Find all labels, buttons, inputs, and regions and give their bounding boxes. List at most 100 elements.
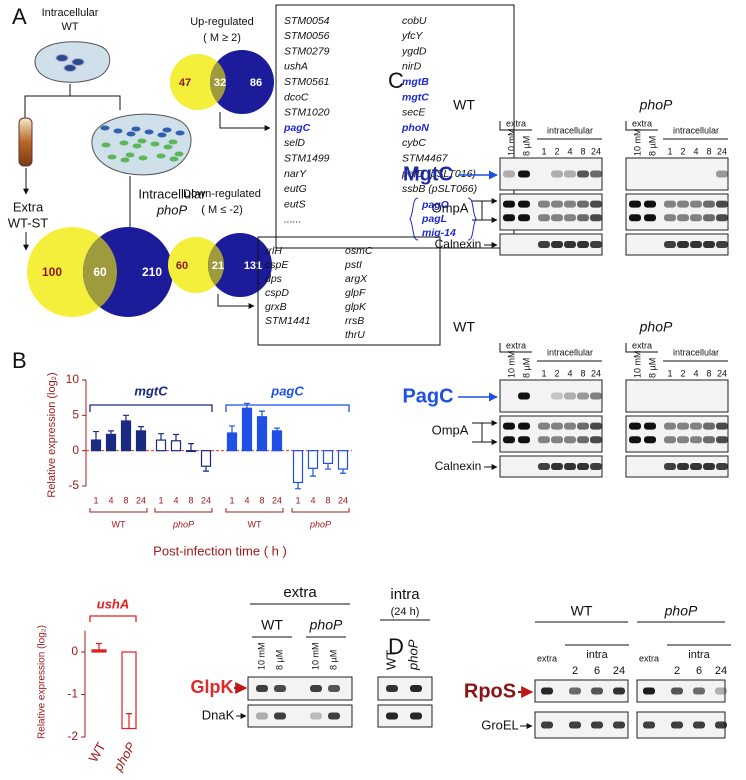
bar [256,416,268,452]
blot-band [590,463,602,470]
protein-label: GlpK [191,677,234,697]
label: 6 [594,665,600,677]
blot-band [577,241,589,248]
venn-overlap [83,227,117,317]
blot-band [716,463,728,470]
y-tick-label: -1 [67,687,78,701]
group-label: phoP [172,519,194,529]
gene-name: STM0056 [284,30,330,42]
label: phoP [405,639,420,671]
panel-label: A [12,4,27,29]
blot-band [569,687,581,695]
label: WT [453,319,475,335]
error-bar [96,642,102,650]
blot-band [590,214,602,222]
blot-band [590,392,602,400]
protein-label: RpoS [464,680,516,702]
bacterium-icon [175,130,185,136]
label: (24 h) [391,606,420,618]
label: 8 [706,368,711,378]
blot-band [690,422,702,430]
blot-band [551,463,563,470]
tube-icon [18,117,33,167]
gene-name: glpF [345,287,366,299]
label: 10 mM [506,128,516,156]
label: 6 [696,665,702,677]
label: phoP [309,617,343,633]
label: 4 [693,146,698,156]
venn-count: 60 [93,265,107,279]
gene-bracket [89,615,137,622]
blot-band [643,721,655,729]
y-tick-label: 0 [72,443,79,457]
blot-band [410,712,422,720]
y-tick-label: -2 [67,729,78,743]
bar [90,439,102,452]
label: 24 [717,368,727,378]
blot-band [503,214,515,222]
bracket [499,121,532,131]
panel-label: B [12,348,27,373]
blot-band [715,687,727,695]
error-bar [229,425,235,433]
bacterium-icon [131,126,141,132]
blot-band [564,422,576,430]
blot-band [274,685,286,692]
label: extra [506,118,526,128]
blot [625,193,729,231]
bracket [472,422,483,443]
blot-band [644,214,656,222]
label: 8 [706,146,711,156]
group-label: WT [248,519,262,529]
blot-band [538,422,550,430]
label: 1 [541,146,546,156]
blot-band [703,200,715,208]
blot-band [538,200,550,208]
venn-count: 21 [212,260,224,272]
blot-band [690,436,702,444]
bacterium-icon [138,155,148,161]
blot [499,379,603,413]
blot-band [690,200,702,208]
x-tick-label: 4 [173,495,178,505]
bacterium-icon [63,64,77,72]
label: 24 [715,665,727,677]
venn-circle [210,50,274,114]
label: extra [506,340,526,350]
gene-box [257,236,441,346]
gene-bracket [89,404,213,412]
blot-band [551,392,563,400]
blot-band [386,685,398,692]
protein-label: Calnexin [435,459,482,473]
x-tick-label: 8 [259,495,264,505]
bacterium-icon [100,125,110,131]
blot-band [256,712,268,720]
blot-band [569,721,581,729]
label: 8 [580,146,585,156]
blot-band [677,422,689,430]
bracket [499,343,532,353]
blot-band [716,214,728,222]
label: 1 [541,368,546,378]
error-bar [310,468,316,477]
gene-name: cspD [265,287,289,299]
blot-band [564,170,576,178]
gene-box [275,4,515,249]
blot-band [551,436,563,444]
blot-band [551,422,563,430]
blot-band [703,463,715,470]
blot-band [677,214,689,222]
label: extra [537,653,557,663]
gene-name: grxB [265,301,287,313]
gene-name: selD [284,137,305,149]
x-tick-label: 8 [325,495,330,505]
blot-band [703,214,715,222]
blot-band [328,685,340,692]
bacterium-icon [137,138,147,144]
group-label: WT [112,519,126,529]
bacterium-icon [144,129,154,135]
label: 4 [567,146,572,156]
gene-name: rrlH [265,245,282,257]
label: ( M ≤ -2) [201,204,242,216]
